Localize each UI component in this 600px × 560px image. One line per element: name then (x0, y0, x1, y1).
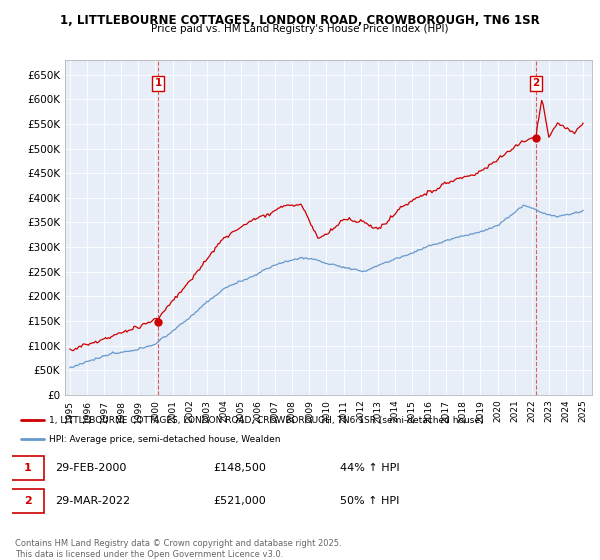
Text: HPI: Average price, semi-detached house, Wealden: HPI: Average price, semi-detached house,… (49, 435, 281, 444)
Text: 1, LITTLEBOURNE COTTAGES, LONDON ROAD, CROWBOROUGH, TN6 1SR: 1, LITTLEBOURNE COTTAGES, LONDON ROAD, C… (60, 14, 540, 27)
FancyBboxPatch shape (11, 456, 44, 480)
FancyBboxPatch shape (11, 489, 44, 512)
Text: 29-FEB-2000: 29-FEB-2000 (55, 464, 127, 473)
Text: £521,000: £521,000 (214, 496, 266, 506)
Text: 2: 2 (23, 496, 31, 506)
Text: £148,500: £148,500 (214, 464, 266, 473)
Text: 44% ↑ HPI: 44% ↑ HPI (340, 464, 400, 473)
Text: 29-MAR-2022: 29-MAR-2022 (55, 496, 130, 506)
Text: 2: 2 (532, 78, 539, 88)
Text: 1: 1 (155, 78, 162, 88)
Text: Contains HM Land Registry data © Crown copyright and database right 2025.
This d: Contains HM Land Registry data © Crown c… (15, 539, 341, 559)
Text: 1: 1 (23, 464, 31, 473)
Text: Price paid vs. HM Land Registry's House Price Index (HPI): Price paid vs. HM Land Registry's House … (151, 24, 449, 34)
Text: 50% ↑ HPI: 50% ↑ HPI (340, 496, 400, 506)
Text: 1, LITTLEBOURNE COTTAGES, LONDON ROAD, CROWBOROUGH, TN6 1SR (semi-detached house: 1, LITTLEBOURNE COTTAGES, LONDON ROAD, C… (49, 416, 484, 424)
